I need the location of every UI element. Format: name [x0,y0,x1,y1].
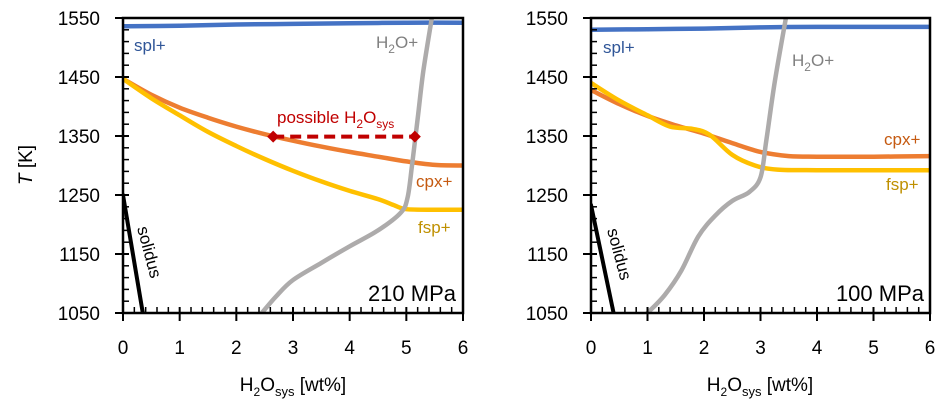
label-solidus: solidus [133,224,165,280]
curve-h2o [645,18,789,313]
curve-cpx [123,76,463,168]
x-tick-label: 4 [812,338,823,359]
y-tick-label: 1450 [526,68,568,89]
pressure-label: 100 MPa [836,281,925,306]
label-fsp: fsp+ [418,218,451,237]
x-tick-label: 5 [401,338,412,359]
pressure-label: 210 MPa [368,281,457,306]
y-tick-label: 1150 [59,245,100,266]
x-tick-label: 4 [344,338,355,359]
x-tick-label: 6 [458,338,469,359]
curve-solidus [591,203,616,313]
y-tick-label: 1350 [58,127,100,148]
y-tick-label: 1350 [526,127,568,148]
label-h2o: H2O+ [376,33,418,56]
y-tick-label: 1050 [526,304,568,325]
y-tick-label: 1050 [58,304,100,325]
curve-h2o [259,18,435,313]
x-tick-label: 3 [755,338,766,359]
y-tick-label: 1450 [58,68,100,89]
curves-210mpa [123,18,463,313]
ticks-100mpa: 0 1 2 3 4 5 6 1050 1150 1250 1350 1450 1550 [526,9,936,359]
curve-cpx [591,87,930,159]
y-tick-label: 1150 [527,245,568,266]
label-spl: spl+ [603,38,635,57]
annotation-possible-h2o: possible H2Osys [277,108,394,131]
ticks-210mpa: 0 1 2 3 4 5 6 1050 1150 1250 1350 1450 1550 [58,9,469,359]
curve-fsp [123,76,463,213]
y-tick-label: 1550 [58,9,100,30]
y-tick-label: 1550 [526,9,568,30]
annotation-marker-end [408,130,421,143]
x-tick-label: 1 [642,338,653,359]
x-tick-label: 2 [231,338,242,359]
x-tick-label: 3 [288,338,299,359]
panel-210mpa: 0 1 2 3 4 5 6 1050 1150 1250 1350 1450 1550 spl+ H2O… [58,9,469,399]
annotation-marker-start [267,130,280,143]
curves-100mpa [591,18,930,313]
curve-spl [123,20,463,29]
x-axis-title: H2Osys [wt%] [240,375,346,399]
x-tick-label: 0 [586,338,597,359]
curve-spl [591,24,930,33]
y-tick-label: 1250 [58,186,100,207]
curve-solidus [123,193,145,313]
curve-fsp [591,80,930,173]
label-cpx: cpx+ [416,172,452,191]
label-h2o: H2O+ [792,51,834,74]
annotation-range-210mpa [267,130,421,143]
panel-100mpa: 0 1 2 3 4 5 6 1050 1150 1250 1350 1450 1550 spl+ H2O… [526,9,936,399]
label-cpx: cpx+ [884,130,920,149]
y-tick-label: 1250 [526,186,568,207]
x-tick-label: 5 [868,338,879,359]
x-tick-label: 1 [174,338,185,359]
label-spl: spl+ [134,36,166,55]
x-tick-label: 2 [699,338,710,359]
label-solidus: solidus [603,226,635,282]
x-axis-title: H2Osys [wt%] [707,375,813,399]
label-fsp: fsp+ [886,175,919,194]
x-tick-label: 0 [118,338,129,359]
x-tick-label: 6 [925,338,936,359]
y-axis-title: T [K] [16,145,37,185]
